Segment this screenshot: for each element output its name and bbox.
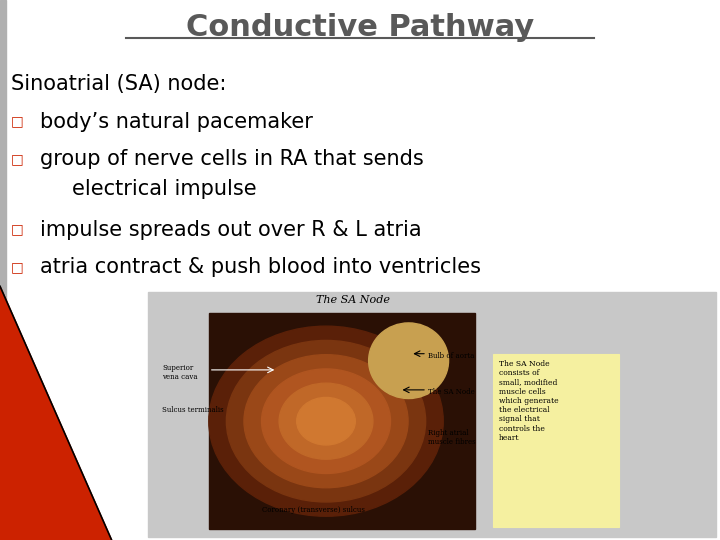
Ellipse shape [297, 397, 355, 445]
Text: electrical impulse: electrical impulse [72, 179, 256, 199]
Text: Bulb of aorta: Bulb of aorta [428, 353, 474, 360]
Text: body’s natural pacemaker: body’s natural pacemaker [40, 111, 312, 132]
Bar [148, 292, 716, 537]
Text: The SA Node: The SA Node [428, 388, 475, 395]
Text: The SA Node
consists of
small, modified
muscle cells
which generate
the electric: The SA Node consists of small, modified … [499, 360, 559, 442]
Text: Conductive Pathway: Conductive Pathway [186, 14, 534, 43]
Text: □: □ [11, 114, 24, 129]
Text: □: □ [11, 152, 24, 166]
Text: Right atrial
muscle fibres: Right atrial muscle fibres [428, 429, 476, 446]
Text: Sinoatrial (SA) node:: Sinoatrial (SA) node: [11, 73, 226, 94]
Polygon shape [0, 286, 112, 540]
Ellipse shape [261, 369, 390, 474]
Bar [0, 0, 6, 540]
Text: impulse spreads out over R & L atria: impulse spreads out over R & L atria [40, 219, 421, 240]
Text: group of nerve cells in RA that sends: group of nerve cells in RA that sends [40, 149, 423, 170]
Text: atria contract & push blood into ventricles: atria contract & push blood into ventric… [40, 257, 481, 278]
Text: The SA Node: The SA Node [316, 295, 390, 305]
Text: □: □ [11, 222, 24, 237]
Text: Superior
vena cava: Superior vena cava [162, 364, 197, 381]
Text: Coronary (transverse) sulcus: Coronary (transverse) sulcus [262, 507, 364, 514]
Ellipse shape [226, 340, 426, 502]
Text: □: □ [11, 260, 24, 274]
Text: Sulcus terminalis: Sulcus terminalis [162, 407, 224, 414]
Bar [493, 354, 619, 526]
Bar [209, 313, 475, 529]
Ellipse shape [369, 323, 449, 399]
Ellipse shape [209, 326, 444, 516]
Ellipse shape [244, 355, 408, 488]
Ellipse shape [279, 383, 373, 459]
